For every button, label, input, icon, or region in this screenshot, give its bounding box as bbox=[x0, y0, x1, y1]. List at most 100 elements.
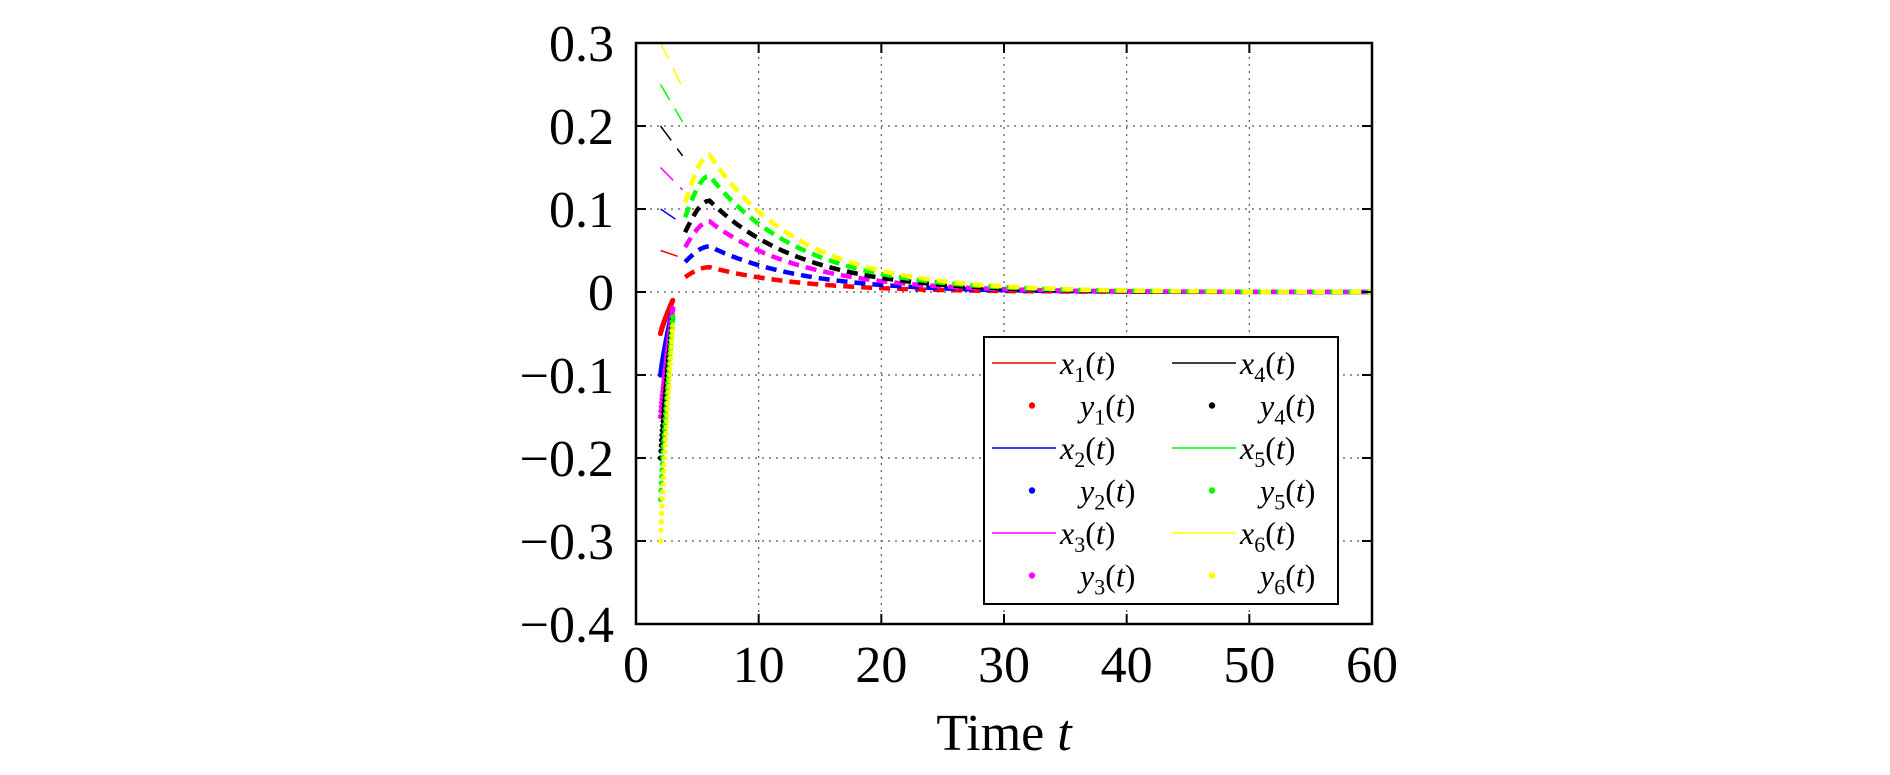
series-point bbox=[670, 314, 676, 320]
legend-subscript: 6 bbox=[1274, 575, 1285, 600]
series-point bbox=[663, 430, 669, 436]
legend-item-x4t: x4(t) bbox=[1172, 345, 1295, 387]
y-tick-label-7: −0.4 bbox=[520, 597, 614, 654]
x-tick-label-6: 60 bbox=[1346, 637, 1398, 694]
series-point bbox=[664, 406, 671, 412]
series-y1t bbox=[657, 297, 676, 337]
series-initial-segment bbox=[659, 125, 684, 157]
legend-item-y5t: y5(t) bbox=[1208, 473, 1316, 515]
legend-paren-close: ) bbox=[1285, 345, 1296, 381]
series-point bbox=[660, 475, 667, 481]
legend-label: x1(t) bbox=[1059, 345, 1115, 387]
legend-arg: t bbox=[1116, 558, 1126, 594]
series-point bbox=[657, 538, 664, 544]
series-point bbox=[665, 389, 672, 395]
series-point bbox=[658, 527, 664, 533]
series-point bbox=[661, 455, 668, 461]
legend-paren-open: ( bbox=[1285, 558, 1296, 594]
series-point bbox=[668, 349, 674, 356]
legend-var: x bbox=[1059, 430, 1074, 466]
legend-var: y bbox=[1257, 473, 1275, 509]
legend-item-y1t: y1(t) bbox=[1028, 388, 1135, 430]
legend-label: x3(t) bbox=[1059, 515, 1115, 557]
series-initial-segment bbox=[660, 208, 684, 225]
y-tick-label-2: 0.1 bbox=[549, 182, 614, 239]
legend-subscript: 3 bbox=[1074, 532, 1085, 557]
legend-label: x4(t) bbox=[1239, 345, 1295, 387]
x-axis-title: Time t bbox=[936, 705, 1073, 762]
legend-paren-open: ( bbox=[1285, 388, 1296, 424]
legend-paren-close: ) bbox=[1105, 345, 1116, 381]
x-tick-label-5: 50 bbox=[1223, 637, 1275, 694]
series-point bbox=[663, 424, 669, 430]
legend: x1(t) x4(t)y1(t) y4(t)x2(t) x5(t)y2(t) y5(t)… bbox=[983, 336, 1339, 605]
series-initial-segment bbox=[659, 42, 684, 89]
legend-label: y1(t) bbox=[1077, 388, 1135, 430]
legend-arg: t bbox=[1096, 515, 1106, 551]
legend-subscript: 4 bbox=[1274, 405, 1285, 430]
legend-paren-close: ) bbox=[1285, 430, 1296, 466]
series-point bbox=[662, 443, 668, 449]
legend-swatch-dot bbox=[1028, 402, 1036, 409]
legend-arg: t bbox=[1116, 388, 1126, 424]
y-tick-label-3: 0 bbox=[588, 265, 614, 322]
series-point bbox=[665, 395, 671, 401]
x-axis-tick-labels: 0 10 20 30 40 50 60 bbox=[623, 637, 1398, 694]
legend-paren-close: ) bbox=[1305, 388, 1316, 424]
x-tick-label-1: 10 bbox=[733, 637, 785, 694]
legend-subscript: 5 bbox=[1254, 447, 1265, 472]
series-curve bbox=[682, 152, 1372, 295]
legend-swatch-dot bbox=[1208, 487, 1216, 494]
series-point bbox=[667, 372, 673, 378]
series-point bbox=[669, 333, 675, 339]
legend-swatch-dot bbox=[1208, 572, 1216, 579]
legend-arg: t bbox=[1116, 473, 1126, 509]
legend-paren-open: ( bbox=[1285, 473, 1296, 509]
legend-item-x2t: x2(t) bbox=[992, 430, 1115, 472]
series-point bbox=[659, 510, 665, 517]
legend-paren-close: ) bbox=[1105, 430, 1116, 466]
legend-paren-open: ( bbox=[1265, 515, 1276, 551]
series-point bbox=[665, 400, 671, 407]
legend-swatch-dot bbox=[1028, 572, 1036, 579]
series-point bbox=[661, 468, 667, 474]
series-point bbox=[670, 322, 676, 328]
legend-var: y bbox=[1257, 388, 1275, 424]
legend-paren-close: ) bbox=[1305, 558, 1316, 594]
legend-item-x6t: x6(t) bbox=[1172, 515, 1295, 557]
legend-label: x6(t) bbox=[1239, 515, 1295, 557]
legend-var: x bbox=[1239, 345, 1254, 381]
legend-var: x bbox=[1239, 515, 1254, 551]
series-point bbox=[668, 355, 674, 361]
series-point bbox=[667, 366, 673, 372]
legend-arg: t bbox=[1296, 473, 1306, 509]
legend-item-y2t: y2(t) bbox=[1028, 473, 1135, 515]
legend-paren-open: ( bbox=[1085, 345, 1096, 381]
legend-paren-open: ( bbox=[1265, 345, 1276, 381]
series-point bbox=[667, 361, 673, 367]
legend-box bbox=[983, 336, 1339, 605]
series-point bbox=[666, 377, 672, 384]
legend-arg: t bbox=[1276, 430, 1286, 466]
series-layer bbox=[657, 42, 1372, 544]
legend-arg: t bbox=[1096, 430, 1106, 466]
series-point bbox=[659, 496, 665, 502]
x-axis-variable: t bbox=[1057, 705, 1073, 762]
legend-swatch-dot bbox=[1028, 487, 1036, 494]
legend-var: y bbox=[1077, 388, 1095, 424]
series-point bbox=[668, 344, 675, 350]
legend-var: x bbox=[1239, 430, 1254, 466]
legend-item-y6t: y6(t) bbox=[1208, 558, 1316, 600]
legend-paren-close: ) bbox=[1305, 473, 1316, 509]
legend-paren-close: ) bbox=[1125, 388, 1136, 424]
legend-subscript: 5 bbox=[1274, 490, 1285, 515]
series-point bbox=[669, 338, 675, 345]
legend-paren-open: ( bbox=[1105, 388, 1116, 424]
series-initial-segment bbox=[660, 249, 683, 259]
legend-paren-close: ) bbox=[1285, 515, 1296, 551]
series-initial-segment bbox=[659, 166, 684, 191]
legend-item-y3t: y3(t) bbox=[1028, 558, 1135, 600]
series-point bbox=[658, 519, 664, 525]
series-point bbox=[660, 482, 666, 488]
